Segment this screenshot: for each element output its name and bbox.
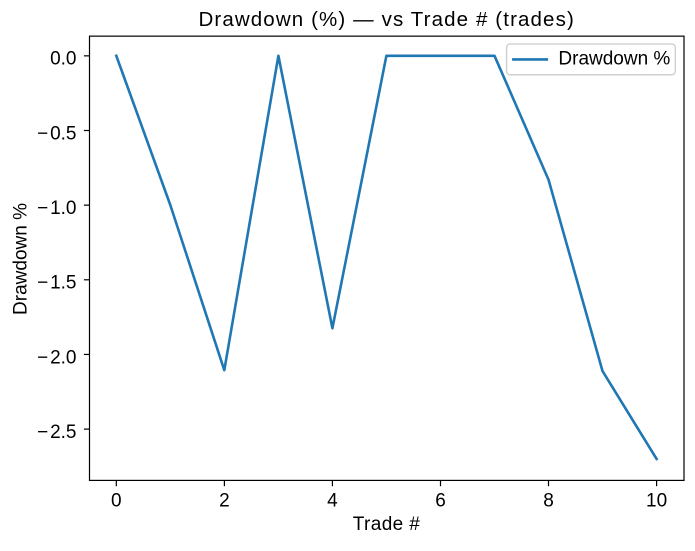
svg-text:0.0: 0.0 [50, 49, 76, 70]
svg-text:6: 6 [435, 490, 446, 511]
svg-text:−0.5: −0.5 [37, 123, 76, 144]
svg-text:Drawdown %: Drawdown % [558, 49, 670, 70]
svg-text:−1.0: −1.0 [37, 198, 76, 219]
svg-text:Drawdown %: Drawdown % [11, 203, 32, 315]
svg-text:2: 2 [219, 490, 230, 511]
svg-text:−2.5: −2.5 [37, 422, 76, 443]
svg-text:−1.5: −1.5 [37, 273, 76, 294]
svg-text:0: 0 [111, 490, 122, 511]
svg-text:Trade #: Trade # [353, 514, 421, 535]
svg-text:8: 8 [543, 490, 554, 511]
svg-text:Drawdown (%) — vs Trade # (tra: Drawdown (%) — vs Trade # (trades) [198, 8, 574, 31]
svg-text:10: 10 [646, 490, 667, 511]
svg-text:4: 4 [327, 490, 338, 511]
svg-text:−2.0: −2.0 [37, 347, 76, 368]
